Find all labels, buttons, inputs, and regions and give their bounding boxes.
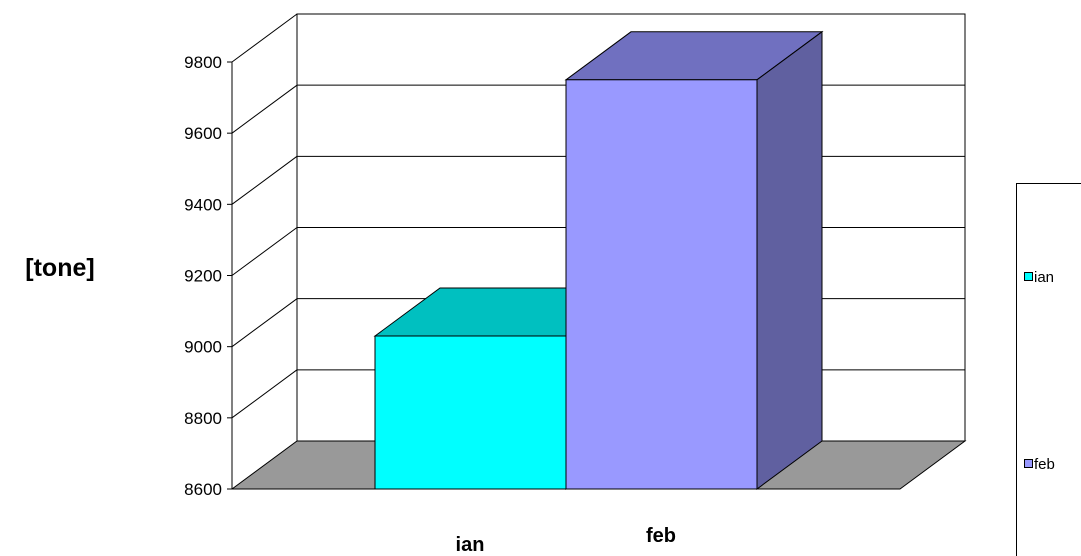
gridline-side [231, 227, 298, 276]
legend-entry-ian: ian [1024, 269, 1054, 286]
legend-frame [1016, 183, 1081, 556]
legend-entry-feb: feb [1024, 456, 1055, 473]
y-tick-label: 9000 [184, 338, 222, 357]
bar-front-ian [374, 335, 567, 490]
y-tick-label: 9400 [184, 195, 222, 214]
y-tick-label: 9800 [184, 53, 222, 72]
gridline-side [231, 155, 298, 205]
y-tick-label: 8800 [184, 409, 222, 428]
bar-front-feb [565, 79, 758, 490]
bar-side-feb [756, 30, 823, 490]
gridline-side [231, 84, 298, 134]
y-tick-label: 9200 [184, 267, 222, 286]
x-category-label-feb: feb [646, 525, 676, 547]
gridline-side [231, 298, 298, 348]
y-tick-label: 8600 [184, 480, 222, 499]
legend-swatch-ian [1024, 272, 1033, 281]
x-category-labels: ian feb [456, 525, 676, 556]
y-axis-label: [tone] [25, 254, 94, 282]
y-tick-label: 9600 [184, 124, 222, 143]
legend-label-feb: feb [1034, 456, 1055, 473]
bars [373, 30, 824, 490]
legend-label-ian: ian [1034, 269, 1054, 286]
legend: ian feb [1016, 183, 1081, 556]
x-category-label-ian: ian [456, 534, 485, 556]
y-tick-labels: 8600 8800 9000 9200 9400 9600 9800 [184, 53, 222, 499]
bar-feb [564, 30, 824, 490]
gridline-side [231, 369, 298, 419]
legend-swatch-feb [1024, 459, 1033, 468]
gridline-side [231, 13, 298, 63]
